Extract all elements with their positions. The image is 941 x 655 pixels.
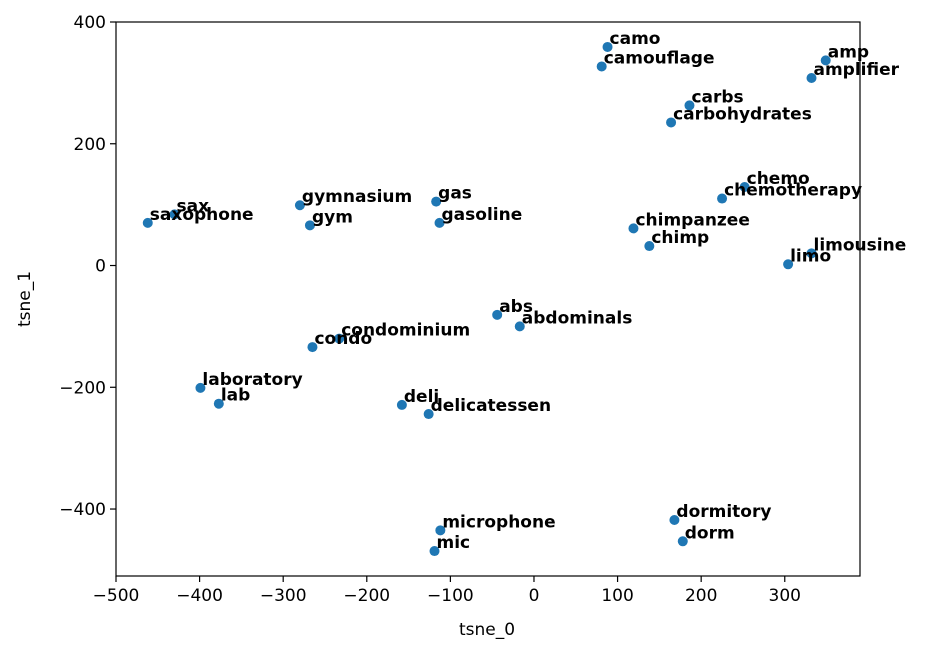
axis-layer: −500 −400 −300 −200 −100 0 100 200 300 400 200 0 −20…	[59, 13, 801, 606]
data-point	[820, 55, 831, 66]
point-label: camouflage	[604, 48, 715, 68]
point-label: condo	[314, 329, 372, 349]
plot-frame	[115, 21, 861, 577]
point-label: chimpanzee	[635, 210, 749, 230]
data-point	[307, 342, 318, 353]
data-point	[783, 259, 794, 270]
point-label: carbohydrates	[673, 104, 812, 124]
data-point	[396, 399, 407, 410]
x-tick-label: −500	[93, 586, 140, 606]
point-label: deli	[404, 387, 439, 407]
data-point	[213, 398, 224, 409]
x-tick-label: 100	[601, 586, 633, 606]
data-point	[684, 100, 695, 111]
point-label: limo	[790, 246, 831, 266]
data-point	[334, 333, 345, 344]
data-point	[169, 209, 180, 220]
data-point	[429, 546, 440, 557]
point-label: chemo	[747, 169, 810, 189]
point-label: gasoline	[442, 205, 523, 225]
point-label: amp	[828, 42, 869, 62]
data-point	[739, 181, 750, 192]
data-point	[294, 200, 305, 211]
data-point	[431, 196, 442, 207]
data-point	[434, 217, 445, 228]
point-label: carbs	[691, 87, 743, 107]
point-label: abdominals	[522, 308, 633, 328]
point-label: amplifier	[814, 60, 900, 80]
point-label: gas	[438, 184, 472, 204]
point-label: delicatessen	[431, 396, 551, 416]
plot-layer	[142, 41, 831, 557]
data-point	[435, 525, 446, 536]
point-label: laboratory	[202, 370, 302, 390]
data-point	[142, 217, 153, 228]
data-point	[806, 248, 817, 259]
y-tick-label: 200	[74, 135, 106, 155]
point-label: chemotherapy	[724, 181, 862, 201]
x-tick-label: 300	[769, 586, 801, 606]
point-label: camo	[610, 29, 661, 49]
point-label: gymnasium	[302, 187, 412, 207]
data-point	[304, 220, 315, 231]
point-label: microphone	[442, 512, 555, 532]
x-tick-label: 0	[529, 586, 540, 606]
data-point	[677, 536, 688, 547]
data-point	[666, 117, 677, 128]
x-tick-label: −200	[343, 586, 390, 606]
data-point	[492, 309, 503, 320]
point-label: gym	[312, 207, 353, 227]
y-tick-label: 400	[74, 13, 106, 33]
x-axis-label: tsne_0	[459, 620, 515, 640]
data-point	[514, 321, 525, 332]
y-axis-label: tsne_1	[15, 271, 35, 327]
point-label: lab	[221, 386, 250, 406]
data-point	[195, 382, 206, 393]
x-tick-label: −100	[427, 586, 474, 606]
data-point	[423, 409, 434, 420]
point-label: dorm	[685, 523, 735, 543]
point-label: sax	[177, 196, 210, 216]
data-point	[602, 41, 613, 52]
data-point	[806, 73, 817, 84]
point-label: abs	[499, 297, 533, 317]
point-label: chimp	[651, 228, 709, 248]
y-tick-label: −200	[59, 378, 106, 398]
x-tick-label: 200	[685, 586, 717, 606]
data-point	[596, 61, 607, 72]
y-tick-label: −400	[59, 500, 106, 520]
y-tick-label: 0	[95, 257, 106, 277]
data-point	[628, 223, 639, 234]
data-point	[717, 193, 728, 204]
data-point	[644, 241, 655, 252]
data-point	[669, 514, 680, 525]
x-tick-label: −400	[176, 586, 223, 606]
point-label: condominium	[341, 321, 470, 341]
point-label: dormitory	[676, 502, 771, 522]
x-tick-label: −300	[260, 586, 307, 606]
point-label: mic	[436, 533, 470, 553]
point-label: saxophone	[150, 205, 254, 225]
